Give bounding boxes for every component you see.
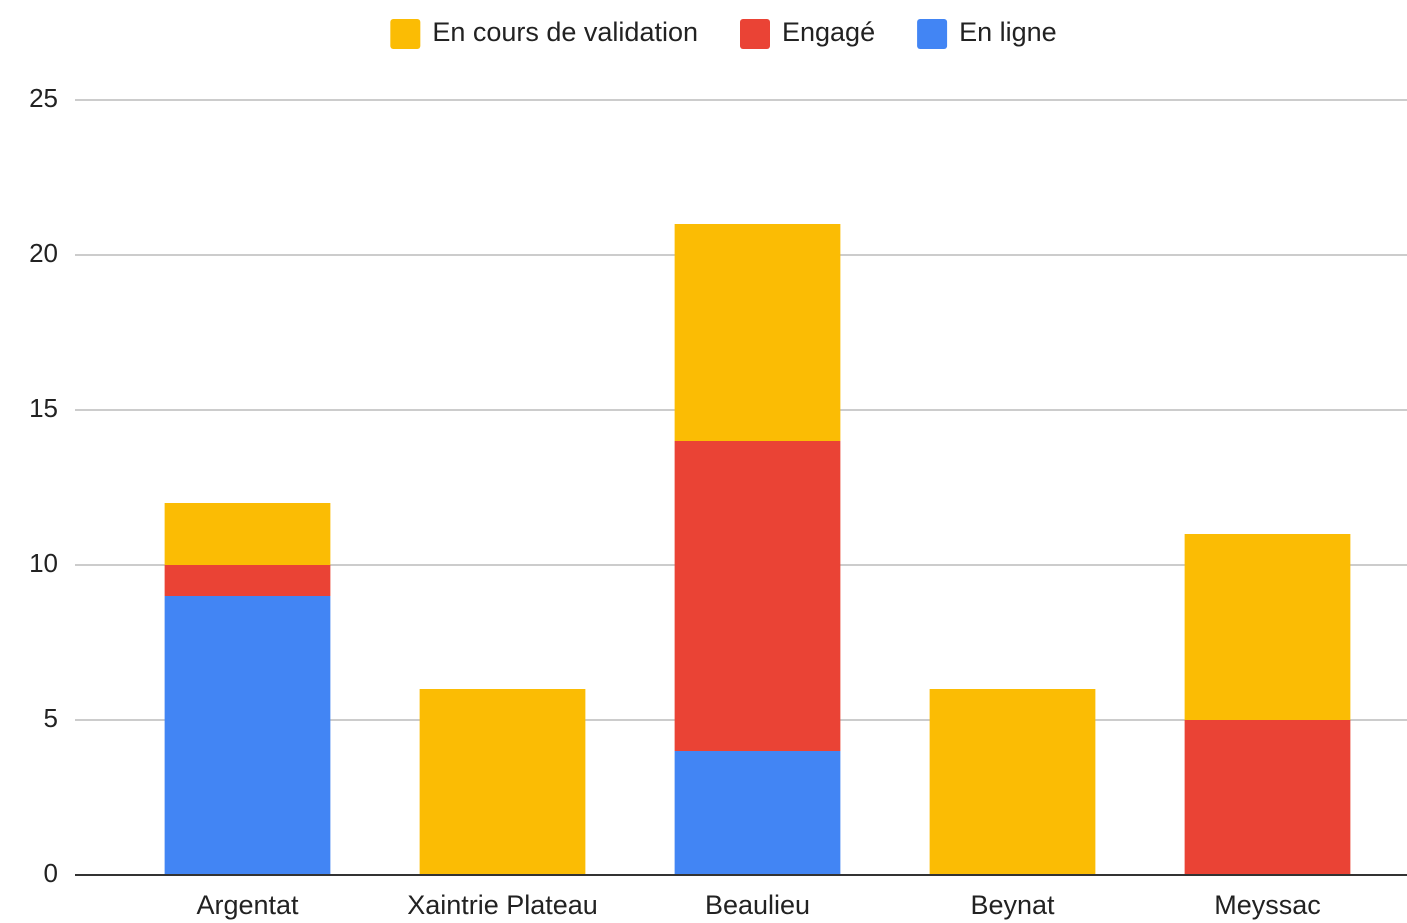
y-tick-label: 5 — [44, 703, 58, 733]
bar-segment — [1184, 720, 1351, 875]
bar-segment — [1184, 534, 1351, 720]
x-tick-label: Meyssac — [1214, 890, 1321, 920]
y-tick-label: 25 — [29, 83, 58, 113]
legend-swatch — [390, 19, 421, 49]
bar-segment — [164, 503, 331, 565]
x-tick-label: Xaintrie Plateau — [407, 890, 598, 920]
y-tick-label: 0 — [44, 858, 58, 888]
legend-swatch — [917, 19, 948, 49]
bar-segment — [164, 596, 331, 875]
legend-label: En cours de validation — [432, 17, 698, 47]
x-tick-label: Argentat — [196, 890, 299, 920]
y-tick-label: 20 — [29, 238, 58, 268]
bar-segment — [164, 565, 331, 596]
legend-swatch — [740, 19, 770, 49]
legend-label: En ligne — [959, 17, 1057, 47]
y-tick-label: 10 — [29, 548, 58, 578]
bar-segment — [674, 751, 841, 875]
y-tick-label: 15 — [29, 393, 58, 423]
bar-segment — [674, 441, 841, 751]
bar-segment — [929, 689, 1096, 875]
x-tick-label: Beynat — [970, 890, 1055, 920]
legend-label: Engagé — [782, 17, 875, 47]
bar-segment — [674, 224, 841, 441]
x-tick-label: Beaulieu — [705, 890, 810, 920]
bar-segment — [419, 689, 586, 875]
